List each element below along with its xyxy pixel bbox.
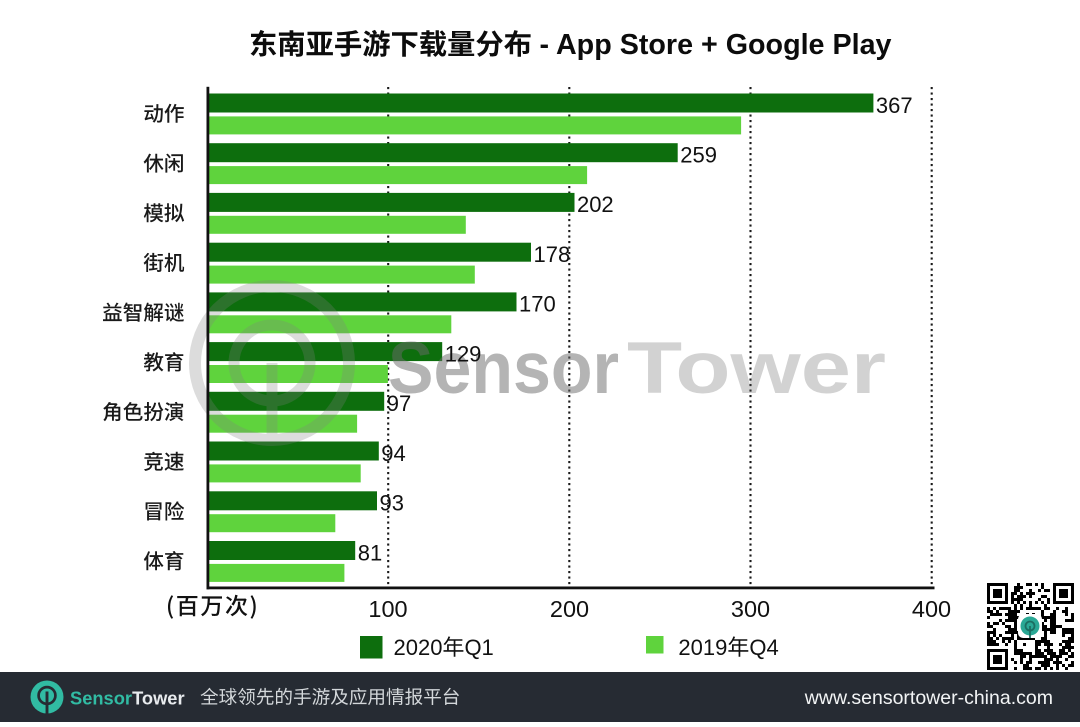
svg-text:Q4: Q4 xyxy=(749,635,778,660)
svg-text:129: 129 xyxy=(445,341,482,366)
svg-text:81: 81 xyxy=(358,540,382,565)
svg-text:300: 300 xyxy=(731,596,770,622)
svg-text:170: 170 xyxy=(519,292,556,317)
svg-text:Q1: Q1 xyxy=(464,635,493,660)
svg-text:97: 97 xyxy=(387,391,411,416)
svg-text:- App Store + Google Play: - App Store + Google Play xyxy=(540,28,892,60)
svg-text:259: 259 xyxy=(680,143,717,168)
svg-text:202: 202 xyxy=(577,192,614,217)
svg-text:100: 100 xyxy=(368,596,407,622)
svg-text:400: 400 xyxy=(912,596,951,622)
svg-text:2019: 2019 xyxy=(678,635,727,660)
svg-text:Sensor: Sensor xyxy=(70,688,132,709)
svg-text:Tower: Tower xyxy=(627,328,886,409)
svg-text:200: 200 xyxy=(550,596,589,622)
svg-text:367: 367 xyxy=(876,93,913,118)
svg-text:Sensor: Sensor xyxy=(388,328,619,409)
svg-text:93: 93 xyxy=(379,491,403,516)
svg-text:94: 94 xyxy=(381,441,405,466)
svg-text:Tower: Tower xyxy=(132,688,184,709)
svg-text:178: 178 xyxy=(533,242,570,267)
svg-text:www.sensortower-china.com: www.sensortower-china.com xyxy=(804,687,1053,709)
svg-text:2020: 2020 xyxy=(394,635,443,660)
